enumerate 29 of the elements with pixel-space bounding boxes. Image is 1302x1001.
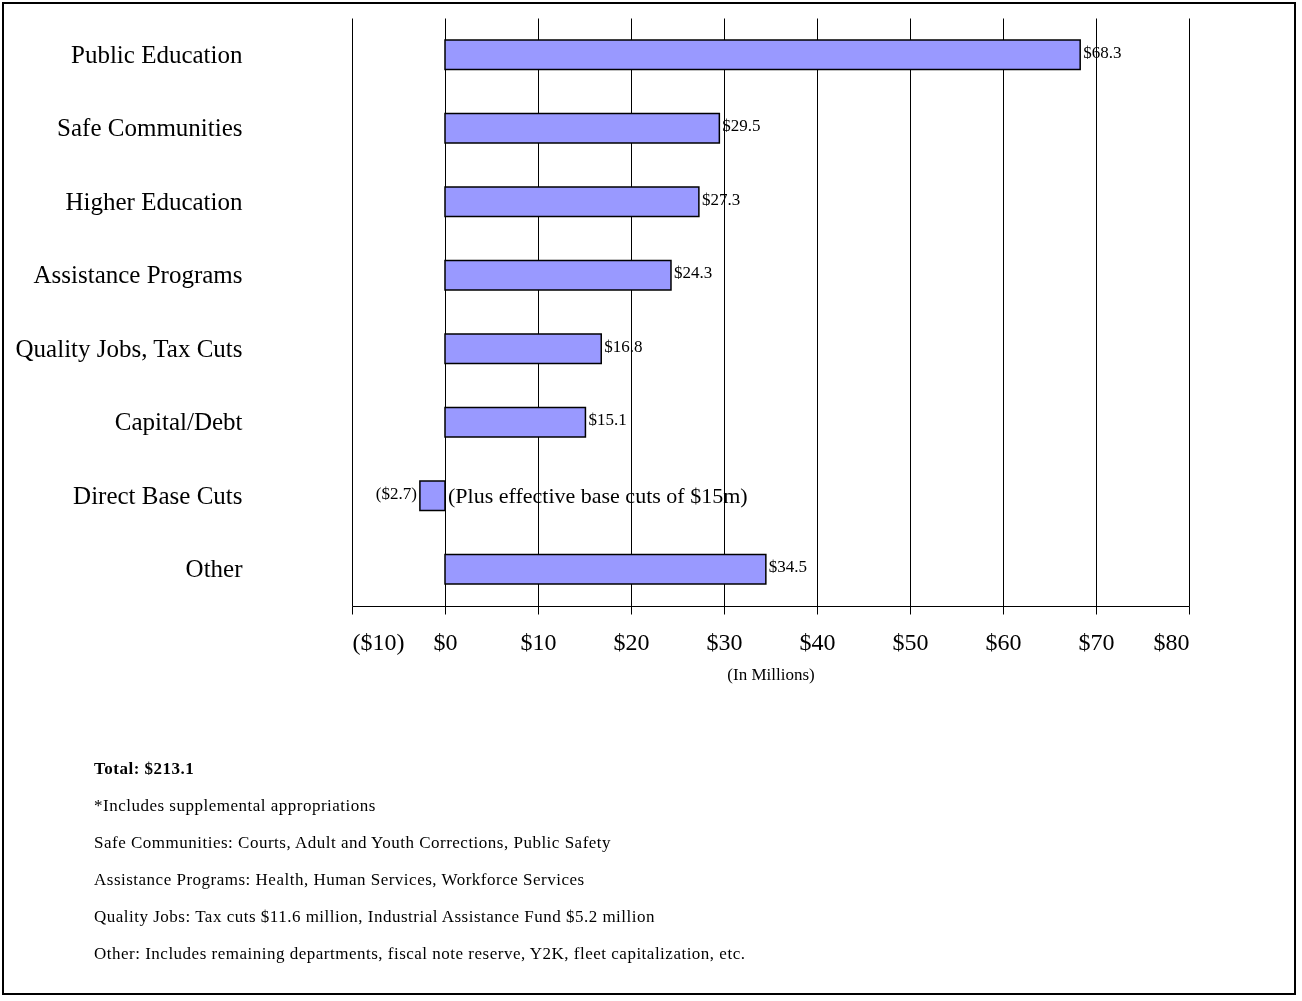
y-tick-label: Safe Communities [57,114,243,142]
y-tick-label: Higher Education [65,187,243,215]
text: Safe Communities: Courts, Adult and Youth Corrections, Public Safety [94,833,613,853]
x-tick-label: $70 [1078,628,1115,655]
text: Other: Includes remaining departments, fiscal note reserve, Y2K, fleet capitalization, etc. [94,944,746,964]
x-tick-label: $80 [1153,628,1190,655]
text: Quality Jobs: Tax cuts $11.6 million, Industrial Assistance Fund $5.2 million [94,907,656,927]
data-label: ($2.7) [375,483,417,503]
x-tick-label: $10 [520,628,557,655]
data-label: $15.1 [588,410,627,430]
text: Total: $213.1 [94,759,196,779]
x-tick-label: ($10) [352,628,405,655]
y-tick-label: Capital/Debt [114,408,243,436]
x-tick-label: $20 [613,628,650,655]
data-label: $24.3 [673,263,713,283]
text: *Includes supplemental appropriations [94,796,377,816]
y-tick-label: Other [185,555,244,583]
y-tick-label: Public Education [71,40,243,68]
y-tick-label: Assistance Programs [33,261,243,289]
x-tick-label: $60 [985,628,1022,655]
text: Assistance Programs: Health, Human Services, Workforce Services [94,870,586,890]
y-tick-label: Quality Jobs, Tax Cuts [15,334,243,362]
x-axis-title: (In Millions) [727,664,815,684]
x-tick-label: $30 [706,628,743,655]
x-tick-label: $50 [892,628,929,655]
x-tick-label: $40 [799,628,836,655]
x-tick-label: $0 [433,628,458,655]
y-tick-label: Direct Base Cuts [73,481,243,509]
data-label: $34.5 [768,557,808,577]
